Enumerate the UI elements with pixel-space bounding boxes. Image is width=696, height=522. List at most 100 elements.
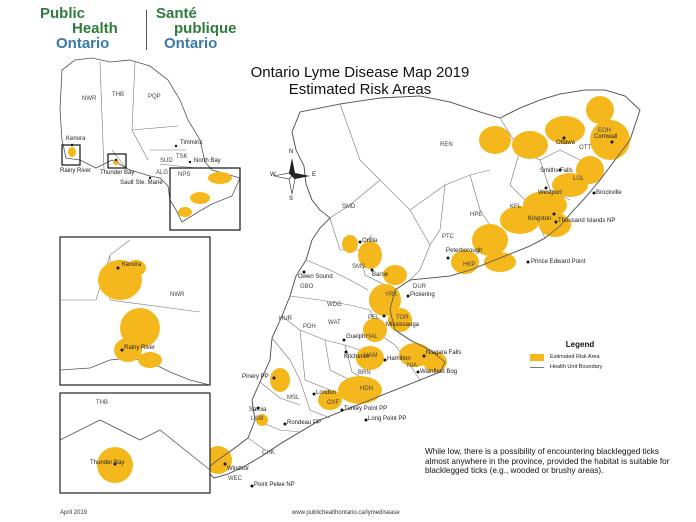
logo-fr-line1: Santé	[156, 5, 197, 22]
city-markers	[70, 136, 614, 488]
city-thunder-bay-overview: Thunder Bay	[100, 170, 135, 176]
legend-boundary-swatch	[530, 366, 544, 368]
hu-gbo: GBO	[300, 284, 314, 290]
hu-tsk: TSK	[176, 154, 188, 160]
city-mississauga: Mississauga	[386, 322, 420, 328]
hu-hur: HUR	[279, 316, 292, 322]
city-pinery-pp: Pinery PP	[242, 374, 269, 380]
map-title-line2: Estimated Risk Areas	[288, 81, 432, 98]
hu-pel: PEL	[368, 315, 380, 321]
hu-sud: SUD	[160, 158, 173, 164]
compass-n: N	[289, 149, 294, 155]
hu-brn: BRN	[358, 370, 371, 376]
city-hamilton: Hamilton	[387, 356, 411, 362]
hu-msl: MSL	[287, 395, 300, 401]
city-turkey-point: Turkey Point PP	[344, 406, 388, 412]
city-north-bay: North Bay	[194, 158, 221, 164]
city-owen-sound: Owen Sound	[298, 274, 333, 280]
phO-logo: Public Health Ontario Santé publique Ont…	[40, 6, 270, 54]
inset-nw-risk	[98, 260, 162, 368]
hu-kfl: KFL	[510, 204, 522, 210]
hu-wdg: WDG	[327, 302, 342, 308]
inset-tb-unit: THB	[96, 400, 108, 406]
logo-en-line3: Ontario	[56, 35, 110, 52]
map-legend: Legend Estimated Risk Area Health Unit B…	[530, 340, 670, 372]
city-london: London	[316, 390, 337, 396]
hu-alg: ALG	[156, 170, 169, 176]
legend-risk-label: Estimated Risk Area	[550, 354, 600, 360]
legend-boundary-row: Health Unit Boundary	[530, 362, 670, 372]
city-brockville: Brockville	[596, 190, 622, 196]
hu-lgl: LGL	[573, 176, 585, 182]
city-wainfleet-bog: Wainfleet Bog	[420, 369, 458, 375]
hu-pdh: PDH	[303, 324, 316, 330]
overview-box-south	[169, 167, 241, 231]
city-cornwall: Cornwall	[594, 134, 618, 140]
hu-ptc: PTC	[442, 234, 454, 240]
compass-w: W	[270, 172, 276, 178]
city-timmins: Timmins	[180, 140, 203, 146]
inset-nw-rainy-river: Rainy River	[124, 345, 156, 351]
hu-nwr-overview: NWR	[82, 96, 97, 102]
compass-e: E	[312, 172, 317, 178]
city-niagara-falls: Niagara Falls	[426, 350, 462, 356]
legend-title: Legend	[565, 340, 595, 349]
overview-box-tb	[107, 153, 127, 169]
logo-divider	[146, 10, 147, 50]
logo-fr-line2: publique	[174, 20, 237, 37]
hu-lam: LAM	[251, 416, 264, 422]
hu-yrk: YRK	[385, 292, 398, 298]
city-rondeau: Rondeau PP	[287, 420, 322, 426]
hu-hal: HAL	[366, 334, 378, 340]
legend-boundary-label: Health Unit Boundary	[550, 364, 603, 370]
city-prince-edward-point: Prince Edward Point	[531, 259, 586, 265]
footer-date: April 2019	[60, 510, 88, 516]
city-orillia: Orillia	[362, 238, 378, 244]
hu-hdn: HDN	[360, 386, 373, 392]
hu-smd: SMD	[342, 204, 356, 210]
city-rainy-river-overview: Rainy River	[60, 168, 92, 174]
hu-thb-overview: THB	[112, 92, 124, 98]
risk-note: While low, there is a possibility of enc…	[425, 447, 670, 476]
hu-wat: WAT	[328, 320, 341, 326]
hu-wec: WEC	[228, 476, 242, 482]
hu-eoh: EOH	[598, 128, 612, 134]
hu-oxf: OXF	[327, 400, 340, 406]
logo-english: Public Health Ontario	[40, 6, 118, 51]
inset-nw-unit: NWR	[170, 292, 185, 298]
legend-risk-row: Estimated Risk Area	[530, 352, 670, 362]
city-westport: Westport	[538, 190, 562, 196]
city-pickering: Pickering	[410, 292, 435, 298]
logo-en-line1: Public	[40, 5, 86, 22]
hu-tor: TOR	[396, 315, 409, 321]
city-point-pelee: Point Pelee NP	[254, 482, 295, 488]
hu-hkp: HKP	[463, 262, 476, 268]
city-guelph: Guelph	[346, 334, 366, 340]
city-sarnia: Sarnia	[249, 407, 267, 413]
city-kenora-overview: Kenora	[66, 136, 86, 142]
city-kitchener: Kitchener	[344, 354, 370, 360]
map-title: Ontario Lyme Disease Map 2019 Estimated …	[200, 64, 520, 98]
logo-french: Santé publique Ontario	[156, 6, 237, 51]
legend-risk-swatch	[530, 353, 544, 361]
city-kingston: Kingston	[528, 216, 552, 222]
hu-hpe: HPE	[470, 212, 483, 218]
inset-tb-city: Thunder Bay	[90, 460, 125, 466]
map-title-line1: Ontario Lyme Disease Map 2019	[250, 64, 470, 81]
city-thousand-islands: Thousand Islands NP	[558, 218, 616, 224]
hu-nps: NPS	[178, 172, 191, 178]
city-smiths-falls: Smiths Falls	[540, 168, 573, 174]
hu-dur: DUR	[413, 284, 426, 290]
hu-pqp: PQP	[148, 94, 161, 100]
city-peterborough: Peterborough	[446, 248, 483, 254]
province-overview-outline	[59, 57, 241, 223]
hu-ham: HAM	[364, 353, 378, 359]
hu-ren: REN	[440, 142, 453, 148]
risk-areas	[204, 96, 630, 474]
hu-ott: OTT	[579, 145, 591, 151]
city-sault-ste-marie: Sault Ste. Marie	[120, 180, 163, 186]
footer-url[interactable]: www.publichealthontario.ca/lymedisease	[292, 510, 400, 516]
city-windsor: Windsor	[227, 466, 250, 472]
hu-sms: SMS	[352, 264, 366, 270]
inset-nw-kenora: Kenora	[122, 262, 142, 268]
